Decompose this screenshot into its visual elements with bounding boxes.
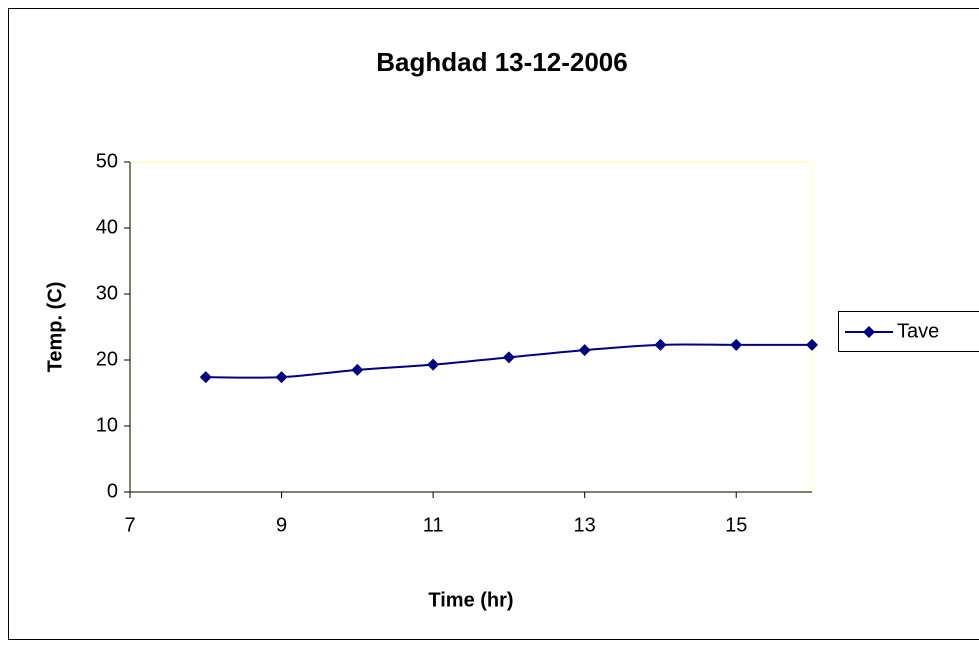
marker (502, 351, 515, 364)
marker (351, 363, 364, 376)
x-tick-label: 7 (124, 514, 135, 536)
legend-label: Tave (897, 320, 939, 342)
marker (654, 338, 667, 351)
marker (427, 358, 440, 371)
x-tick-label: 11 (423, 514, 444, 536)
y-tick-label: 40 (96, 216, 118, 238)
marker (730, 338, 743, 351)
y-tick-label: 30 (96, 282, 118, 304)
y-tick-label: 50 (96, 150, 118, 172)
y-axis-label: Temp. (C) (44, 282, 66, 373)
plot-area (129, 161, 813, 493)
x-tick-label: 13 (574, 514, 596, 536)
y-tick-label: 0 (107, 480, 118, 502)
marker (578, 344, 591, 357)
marker (275, 371, 288, 384)
chart-title: Baghdad 13-12-2006 (376, 47, 627, 77)
y-tick-label: 10 (96, 414, 118, 436)
y-tick-label: 20 (96, 348, 118, 370)
x-tick-label: 9 (276, 514, 287, 536)
legend-marker (863, 326, 875, 338)
marker (199, 371, 212, 384)
marker (806, 338, 818, 351)
x-axis-label: Time (hr) (428, 589, 513, 611)
x-tick-label: 15 (725, 514, 747, 536)
